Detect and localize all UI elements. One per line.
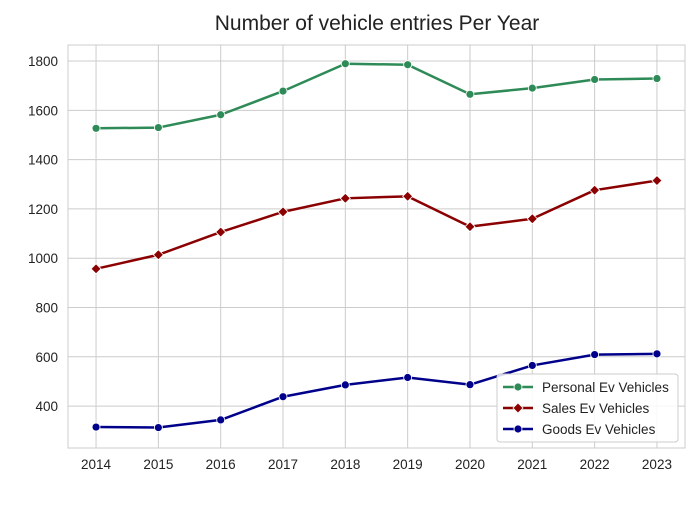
- legend-item-1: Sales Ev Vehicles: [503, 401, 650, 416]
- data-point: [465, 380, 475, 390]
- series-line: [95, 179, 658, 271]
- data-point: [652, 349, 662, 359]
- x-tick-label: 2015: [143, 457, 173, 472]
- legend-item-0: Personal Ev Vehicles: [503, 380, 669, 395]
- data-point: [402, 190, 414, 202]
- data-point: [590, 75, 600, 84]
- legend-marker: [512, 402, 524, 414]
- legend-box: [496, 373, 679, 443]
- y-tick-label: 600: [35, 350, 58, 365]
- series-1: [90, 175, 663, 275]
- data-point: [651, 175, 663, 187]
- data-point: [216, 415, 226, 425]
- y-tick-label: 1200: [28, 202, 58, 217]
- legend-marker: [513, 424, 523, 434]
- legend-label: Goods Ev Vehicles: [542, 422, 656, 437]
- y-tick-label: 1600: [28, 103, 58, 118]
- data-point: [91, 123, 101, 133]
- data-point: [464, 221, 476, 233]
- data-point: [152, 249, 164, 261]
- legend-marker: [513, 382, 523, 392]
- series-2: [91, 349, 662, 432]
- legend: Personal Ev Vehicles Sales Ev Vehicles Goo…: [496, 373, 679, 443]
- data-point: [277, 206, 289, 218]
- x-tick-label: 2018: [330, 457, 360, 472]
- data-point: [153, 423, 163, 432]
- x-tick-label: 2020: [455, 457, 485, 472]
- x-tick-label: 2016: [206, 457, 236, 472]
- x-tick-label: 2017: [268, 457, 298, 472]
- data-point: [527, 83, 537, 93]
- data-point: [590, 350, 600, 359]
- data-point: [340, 380, 350, 390]
- legend-label: Personal Ev Vehicles: [542, 380, 669, 395]
- data-point: [153, 123, 163, 132]
- y-tick-label: 800: [35, 301, 58, 316]
- data-point: [215, 226, 227, 238]
- series-line: [96, 62, 657, 130]
- x-tick-label: 2022: [580, 457, 610, 472]
- legend-label: Sales Ev Vehicles: [542, 401, 650, 416]
- data-point: [403, 373, 413, 382]
- data-point: [589, 184, 601, 196]
- y-tick-label: 1000: [28, 251, 58, 266]
- data-point: [526, 213, 538, 225]
- y-tick-label: 400: [35, 399, 58, 414]
- data-point: [91, 422, 101, 432]
- series-line: [96, 352, 657, 429]
- data-point: [403, 60, 413, 70]
- y-tick-label: 1400: [28, 153, 58, 168]
- data-point: [465, 89, 475, 99]
- plot-frame: [67, 44, 686, 449]
- data-point: [652, 74, 662, 83]
- data-point: [339, 192, 351, 204]
- y-tick-label: 1800: [28, 54, 58, 69]
- x-tick-label: 2023: [642, 457, 672, 472]
- data-point: [527, 361, 537, 370]
- x-tick-label: 2021: [517, 457, 547, 472]
- x-tick-label: 2014: [81, 457, 112, 472]
- series-0: [91, 59, 662, 133]
- data-point: [278, 86, 288, 96]
- x-tick-label: 2019: [393, 457, 423, 472]
- data-point: [278, 392, 288, 402]
- legend-item-2: Goods Ev Vehicles: [503, 422, 656, 437]
- chart-title: Number of vehicle entries Per Year: [215, 12, 540, 35]
- data-point: [90, 263, 102, 275]
- data-point: [340, 59, 350, 69]
- data-point: [216, 110, 226, 120]
